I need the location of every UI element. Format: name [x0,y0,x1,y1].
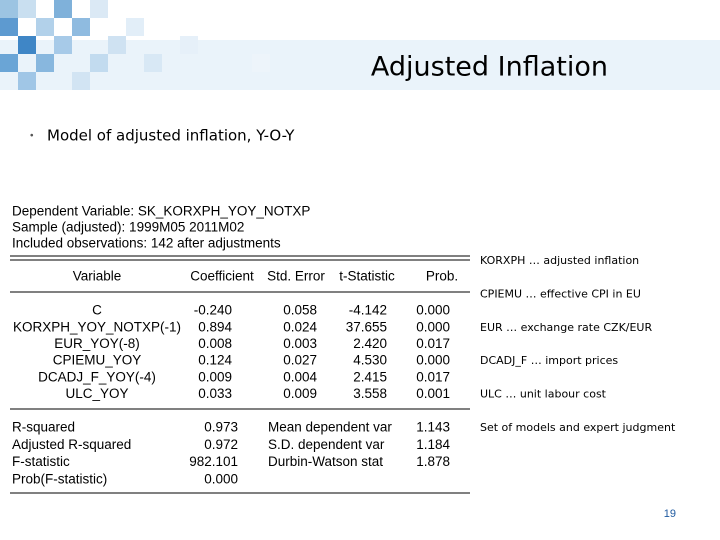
stat-cell: 982.101 [189,454,238,469]
table-cell: EUR_YOY(-8) [54,336,140,351]
stat-cell: Prob(F-statistic) [12,471,107,486]
table-cell: 0.000 [416,353,450,368]
note: EUR … exchange rate CZK/EUR [480,321,652,334]
table-cell: C [92,303,102,318]
table-cell: 0.124 [198,353,232,368]
table-cell: 0.894 [198,319,232,334]
bullet-marker: • [30,131,34,142]
stat-cell: 0.973 [204,420,238,435]
column-header: Coefficient [190,269,254,284]
regression-header: Included observations: 142 after adjustm… [12,236,281,251]
table-cell: 0.017 [416,369,450,384]
note: DCADJ_F … import prices [480,354,618,367]
regression-header: Sample (adjusted): 1999M05 2011M02 [12,220,244,235]
note: Set of models and expert judgment [480,421,676,434]
regression-header: Dependent Variable: SK_KORXPH_YOY_NOTXP [12,204,310,219]
table-cell: 0.009 [283,386,317,401]
table-cell: 2.420 [353,336,387,351]
table-cell: KORXPH_YOY_NOTXP(-1) [13,319,181,334]
table-cell: 0.009 [198,369,232,384]
table-cell: 0.017 [416,336,450,351]
table-cell: 4.530 [353,353,387,368]
stat-cell: S.D. dependent var [268,437,385,452]
column-header: t-Statistic [339,269,395,284]
table-cell: 2.415 [353,369,387,384]
note: ULC … unit labour cost [480,388,607,401]
stat-cell: Mean dependent var [268,420,392,435]
table-cell: 37.655 [346,319,387,334]
stat-cell: 0.000 [204,471,238,486]
stat-cell: 1.184 [416,437,450,452]
table-cell: 3.558 [353,386,387,401]
note: CPIEMU … effective CPI in EU [480,287,641,300]
table-cell: 0.004 [283,369,317,384]
table-cell: 0.003 [283,336,317,351]
table-cell: 0.000 [416,303,450,318]
table-cell: -4.142 [349,303,387,318]
regression-output: Dependent Variable: SK_KORXPH_YOY_NOTXPS… [10,204,676,494]
page-number: 19 [664,508,676,520]
stat-cell: 1.143 [416,420,450,435]
table-cell: 0.058 [283,303,317,318]
table-cell: 0.027 [283,353,317,368]
table-cell: 0.001 [416,386,450,401]
mosaic [0,0,270,90]
slide-title: Adjusted Inflation [371,52,608,83]
column-header: Prob. [426,269,458,284]
stat-cell: 0.972 [204,437,238,452]
table-cell: 0.024 [283,319,317,334]
stat-cell: Durbin-Watson stat [268,454,383,469]
note: KORXPH … adjusted inflation [480,254,639,267]
stat-cell: F-statistic [12,454,70,469]
stat-cell: 1.878 [416,454,450,469]
table-cell: ULC_YOY [65,386,128,401]
table-cell: -0.240 [194,303,232,318]
table-cell: 0.008 [198,336,232,351]
column-header: Variable [73,269,122,284]
stat-cell: Adjusted R-squared [12,437,131,452]
table-cell: 0.000 [416,319,450,334]
column-header: Std. Error [267,269,325,284]
table-cell: DCADJ_F_YOY(-4) [38,369,156,384]
bullet-text: Model of adjusted inflation, Y-O-Y [47,127,295,145]
table-cell: CPIEMU_YOY [53,353,142,368]
stat-cell: R-squared [12,420,75,435]
table-cell: 0.033 [198,386,232,401]
